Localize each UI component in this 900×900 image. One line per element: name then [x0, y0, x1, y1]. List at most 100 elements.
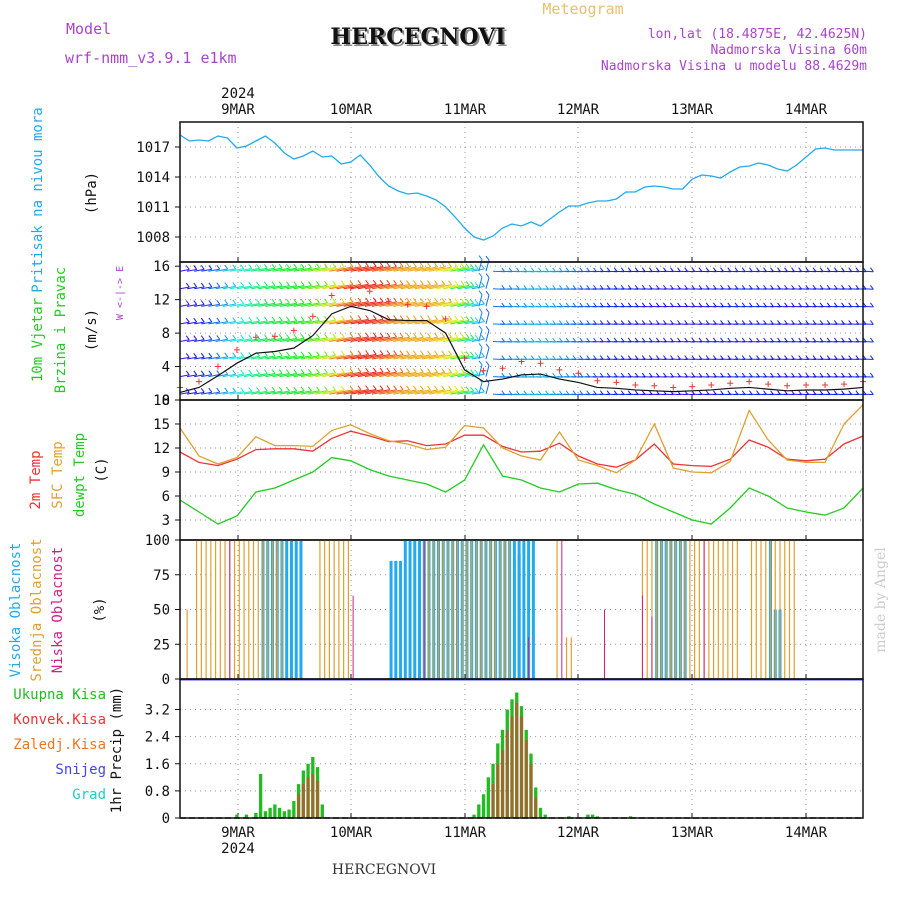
- wind-barb: [393, 389, 417, 395]
- wind-barb: [386, 301, 410, 307]
- wind-barb-tick: [200, 370, 205, 376]
- wind-barb-tick: [357, 280, 362, 285]
- wind-panel-labels: 10m Vjetar Brzina i Pravac (m/s) W <-|->…: [30, 266, 126, 393]
- wind-barb-tick: [271, 351, 276, 357]
- wind-barb: [357, 318, 384, 325]
- wind-barb-tick: [248, 281, 253, 287]
- total-precip-bar: [244, 814, 249, 818]
- wind-barb-tick: [441, 262, 446, 268]
- wind-barb: [393, 354, 417, 360]
- wind-barb-tick: [349, 332, 354, 338]
- wind-barb-tick: [357, 297, 362, 303]
- wind-barb: [478, 329, 483, 342]
- wind-barb-tick: [316, 368, 320, 374]
- wind-barb-tick: [448, 262, 452, 268]
- wind-barb-tick: [224, 317, 229, 322]
- total-precip-bar: [254, 812, 258, 818]
- wind-barb-tick: [200, 388, 205, 393]
- wind-barb-tick: [332, 298, 337, 303]
- wind-barb-tick: [386, 385, 391, 390]
- wind-barb-tick: [434, 333, 439, 338]
- wind-barb: [236, 373, 252, 378]
- wind-barb: [450, 390, 470, 395]
- wind-barb-tick: [379, 279, 384, 285]
- wind-barb: [393, 266, 417, 272]
- wind-barb: [201, 356, 212, 360]
- y-tick-label: 12: [153, 293, 170, 309]
- wind-barb-tick: [474, 387, 479, 392]
- wind-barb-tick: [216, 264, 221, 270]
- wind-barb: [243, 303, 260, 307]
- wind-barb: [364, 266, 390, 272]
- wind-barb-tick: [481, 334, 485, 340]
- wind-barb-tick: [240, 281, 245, 287]
- wind-barb: [322, 301, 345, 307]
- wind-barb-tick: [193, 335, 198, 341]
- wind-barb-tick: [293, 369, 298, 374]
- wind-barb-tick: [399, 297, 404, 303]
- plot-area: 1008101110141017048121636912151802550751…: [136, 121, 874, 827]
- sfc-temp-label: SFC Temp: [50, 441, 66, 508]
- wind-barb-tick: [200, 335, 205, 340]
- gust-marker: [347, 284, 354, 291]
- wind-barb: [343, 353, 369, 360]
- wind-barb-tick: [485, 290, 490, 296]
- wind-barb: [350, 266, 377, 272]
- wind-barb-tick: [386, 262, 391, 267]
- wind-barb: [222, 356, 236, 360]
- wind-barb-tick: [240, 369, 245, 375]
- conv-precip-bar: [524, 740, 528, 818]
- wind-barb-tick: [465, 263, 470, 269]
- gust-marker: [195, 378, 202, 385]
- wind-barb: [350, 318, 377, 325]
- wind-barb: [350, 371, 377, 378]
- wind-barb-tick: [263, 386, 268, 392]
- wind-barb: [357, 283, 384, 290]
- wind-barb-tick: [300, 333, 305, 339]
- wind-barb-tick: [393, 385, 397, 390]
- wind-barb-tick: [474, 282, 479, 287]
- station-title: HERCEGNOVI: [330, 24, 505, 50]
- wind-barb: [336, 266, 362, 272]
- wind-barb-tick: [372, 367, 377, 373]
- wind-barb: [236, 338, 252, 342]
- wind-barb-tick: [372, 279, 377, 285]
- wind-barb-tick: [357, 367, 362, 373]
- y-tick-label: 100: [145, 533, 170, 549]
- wind-barb-tick: [340, 298, 345, 303]
- wind-barb: [315, 372, 336, 378]
- day-labels-top: 9MAR 10MAR 11MAR 12MAR 13MAR 14MAR: [221, 102, 827, 118]
- wind-barb: [272, 355, 290, 360]
- pressure-label: Pritisak na nivou mora: [30, 107, 46, 292]
- wind-barb-tick: [454, 315, 459, 321]
- wind-barb-tick: [271, 369, 276, 374]
- y-tick-label: 15: [153, 417, 170, 433]
- wind-barb-tick: [248, 387, 253, 392]
- wind-barb: [336, 336, 362, 342]
- temp2m-line: [179, 430, 864, 468]
- wind-barb-tick: [420, 332, 424, 338]
- wind-barb: [300, 390, 320, 395]
- wind-barb-tick: [393, 297, 397, 303]
- wind-barb: [457, 355, 474, 360]
- wind-barb: [251, 285, 268, 290]
- wind-barb: [372, 266, 397, 272]
- gust-marker: [651, 382, 658, 389]
- wind-barb: [485, 295, 490, 307]
- wind-barb-tick: [420, 315, 424, 321]
- y-tick-label: 25: [153, 637, 170, 653]
- gust-marker: [537, 360, 544, 367]
- y-tick-label: 12: [153, 441, 170, 457]
- wind-barb-tick: [470, 316, 475, 322]
- panel-frame: [179, 399, 864, 541]
- wind-barb: [279, 390, 297, 395]
- wind-barb-tick: [470, 386, 475, 392]
- y-tick-label: 18: [153, 393, 170, 409]
- wind-barb-tick: [208, 335, 213, 340]
- wind-barb-tick: [379, 385, 384, 390]
- wind-barb-tick: [420, 262, 424, 268]
- wind-barb: [862, 358, 874, 361]
- total-precip-bar: [320, 804, 324, 818]
- wind-barb-tick: [232, 317, 237, 322]
- wind-barb-tick: [357, 350, 362, 355]
